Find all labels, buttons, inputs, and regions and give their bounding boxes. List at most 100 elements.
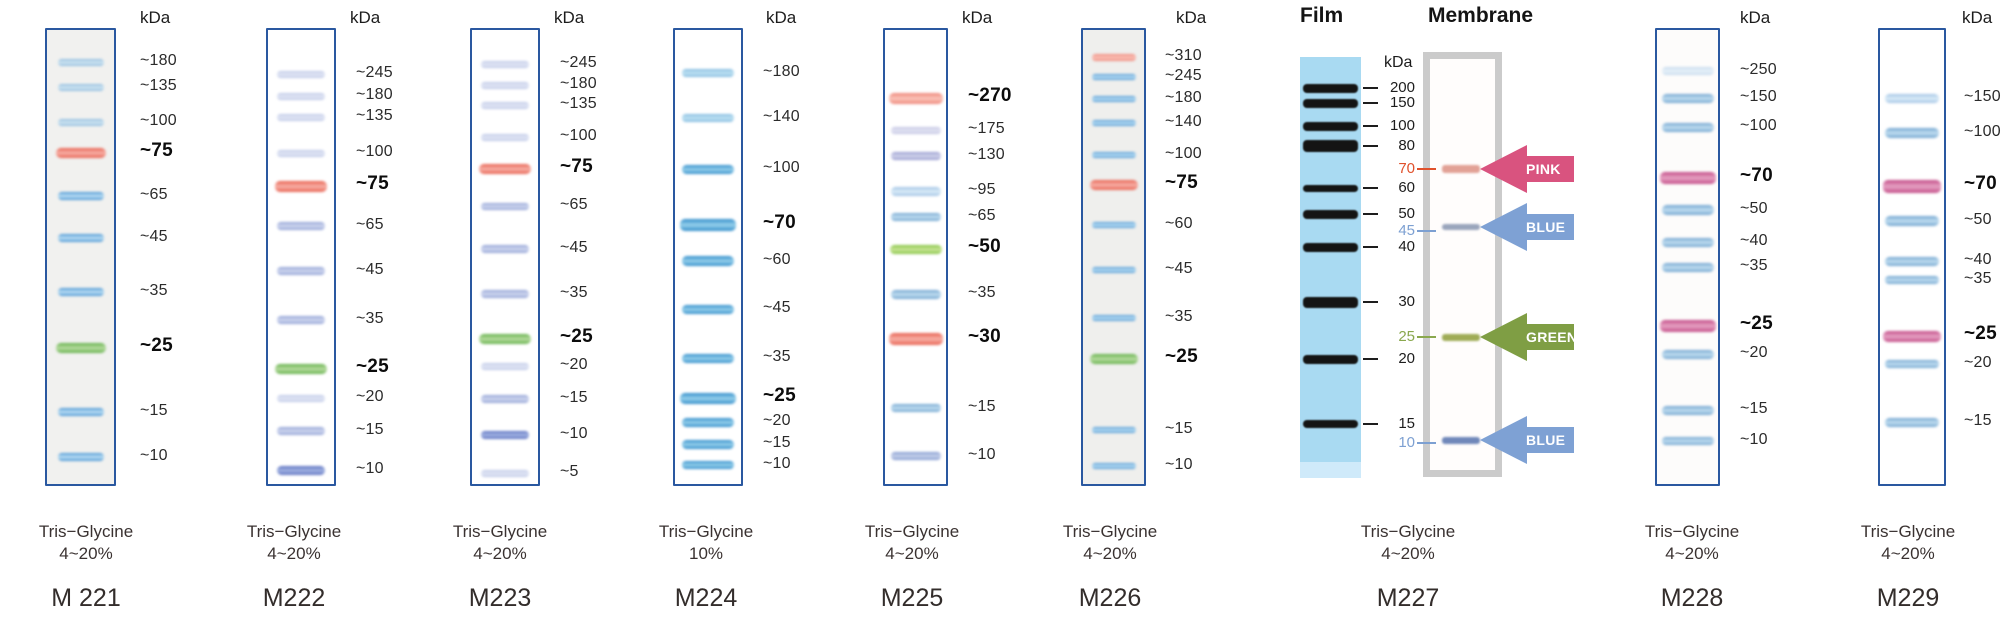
gel-band (890, 126, 941, 134)
marker-name-label: M224 (674, 584, 738, 612)
gel-type-label: Tris−Glycine (1360, 522, 1456, 541)
gel-percent-label: 4~20% (59, 544, 113, 563)
gel-band (682, 417, 734, 427)
band-kda-label: ~95 (968, 181, 996, 198)
band-kda-label: ~25 (1740, 313, 1773, 334)
band-kda-label: ~15 (560, 389, 588, 406)
gel-band (479, 164, 531, 174)
band-kda-label: ~245 (1165, 67, 1202, 84)
gel-band (1091, 267, 1136, 273)
scale-kda-label: 70 (1398, 160, 1415, 177)
kda-unit-label: kDa (350, 8, 381, 27)
gel-band (481, 290, 529, 298)
gel-type-label: Tris−Glycine (1062, 522, 1158, 541)
gel-band (1091, 427, 1136, 433)
film-strip (1300, 57, 1361, 478)
band-kda-label: ~15 (140, 402, 168, 419)
gel-lane-box (45, 28, 116, 486)
gel-band (682, 164, 734, 174)
band-kda-label: ~25 (140, 335, 173, 356)
gel-percent-label: 4~20% (473, 544, 527, 563)
gel-band (277, 113, 325, 121)
gel-band (1091, 315, 1136, 321)
gel-band (277, 465, 325, 475)
gel-band (277, 70, 325, 78)
band-kda-label: ~15 (1964, 412, 1992, 429)
gel-band (682, 353, 734, 363)
film-band (1303, 184, 1358, 192)
band-kda-label: ~25 (560, 326, 593, 347)
band-kda-label: ~10 (1165, 456, 1193, 473)
scale-kda-label: 10 (1398, 434, 1415, 451)
band-kda-label: ~25 (1964, 323, 1997, 344)
band-kda-label: ~130 (968, 146, 1005, 163)
gel-type-label: Tris−Glycine (1644, 522, 1740, 541)
gel-band (1885, 93, 1939, 103)
band-kda-label: ~150 (1964, 88, 2001, 105)
band-kda-label: ~180 (356, 86, 393, 103)
gel-band (1661, 122, 1714, 132)
membrane-band (1442, 224, 1480, 230)
scale-kda-label: 200 (1389, 79, 1415, 96)
band-kda-label: ~250 (1740, 61, 1777, 78)
band-kda-label: ~20 (1740, 344, 1768, 361)
gel-band (890, 452, 941, 460)
gel-band (481, 245, 529, 253)
gel-band (1091, 152, 1136, 158)
band-kda-label: ~100 (1964, 123, 2001, 140)
scale-tick (1363, 213, 1378, 215)
band-kda-label: ~180 (763, 63, 800, 80)
gel-band (57, 192, 104, 200)
band-kda-label: ~70 (1740, 165, 1773, 186)
film-band (1303, 296, 1358, 308)
gel-type-label: Tris−Glycine (452, 522, 548, 541)
gel-type-label: Tris−Glycine (658, 522, 754, 541)
band-kda-label: ~65 (140, 186, 168, 203)
band-kda-label: ~75 (356, 173, 389, 194)
gel-percent-label: 4~20% (1381, 544, 1435, 563)
band-kda-label: ~30 (968, 326, 1001, 347)
band-kda-label: ~20 (560, 356, 588, 373)
gel-band (1661, 405, 1714, 415)
marker-name-label: M227 (1376, 584, 1440, 612)
gel-band (57, 288, 104, 296)
band-kda-label: ~65 (968, 207, 996, 224)
band-kda-label: ~15 (763, 434, 791, 451)
scale-kda-label: 80 (1398, 137, 1415, 154)
gel-type-label: Tris−Glycine (246, 522, 342, 541)
kda-unit-label: kDa (766, 8, 797, 27)
scale-tick-colored (1417, 336, 1436, 338)
gel-band (1659, 320, 1716, 332)
gel-band (55, 148, 106, 158)
gel-band (1091, 53, 1136, 61)
band-kda-label: ~35 (356, 310, 384, 327)
gel-percent-label: 4~20% (267, 544, 321, 563)
gel-band (1091, 463, 1136, 469)
gel-band (57, 453, 104, 461)
scale-tick (1363, 423, 1378, 425)
scale-kda-label: 60 (1398, 179, 1415, 196)
gel-band (1885, 256, 1939, 266)
band-kda-label: ~100 (140, 112, 177, 129)
kda-unit-label: kDa (1384, 54, 1413, 71)
gel-band (1661, 93, 1714, 103)
gel-band (1885, 128, 1939, 138)
gel-band (1659, 172, 1716, 184)
arrow-color-label: GREEN (1526, 329, 1578, 345)
gel-band (1091, 120, 1136, 126)
scale-kda-label: 50 (1398, 205, 1415, 222)
gel-band (481, 362, 529, 370)
band-kda-label: ~50 (968, 236, 1001, 257)
gel-band (888, 92, 943, 104)
film-band (1303, 354, 1358, 364)
band-kda-label: ~15 (356, 421, 384, 438)
gel-band (1089, 354, 1138, 364)
membrane-band (1442, 333, 1480, 341)
band-kda-label: ~180 (1165, 89, 1202, 106)
film-band (1303, 98, 1358, 108)
band-kda-label: ~35 (968, 284, 996, 301)
band-kda-label: ~180 (140, 52, 177, 69)
band-kda-label: ~100 (356, 143, 393, 160)
gel-band (1883, 179, 1941, 193)
